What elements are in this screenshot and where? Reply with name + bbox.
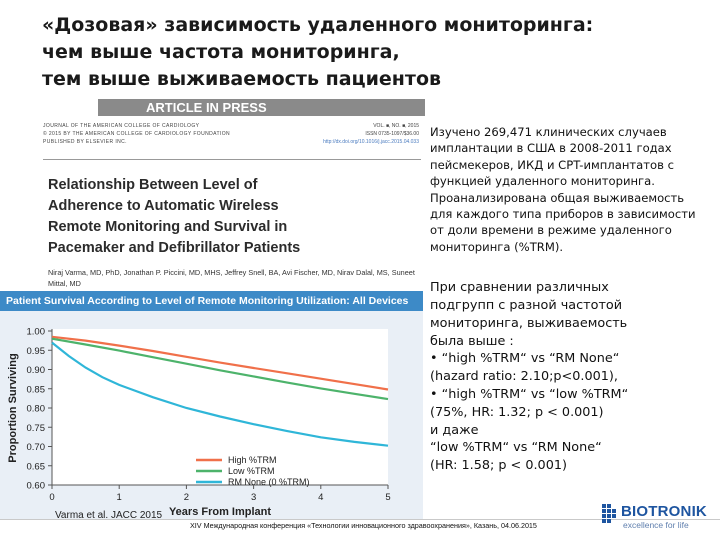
series-line: [51, 335, 389, 391]
results-line: (HR: 1.58; p < 0.001): [430, 458, 567, 474]
journal-doi-link: http://dx.doi.org/10.1016/j.jacc.2015.04…: [323, 139, 419, 145]
y-tick-label: 1.00: [27, 327, 46, 338]
y-tick-label: 0.80: [27, 404, 46, 415]
footer-conference: XIV Международная конференция «Технологи…: [190, 521, 537, 530]
x-tick-label: 1: [117, 492, 122, 503]
article-title-line: Relationship Between Level of: [48, 177, 258, 193]
results-line: • “high %TRM“ vs “RM None“: [430, 351, 620, 367]
article-title-line: Pacemaker and Defibrillator Patients: [48, 240, 301, 256]
citation: Varma et al. JACC 2015: [55, 510, 163, 521]
article-banner: ARTICLE IN PRESS: [98, 99, 425, 116]
logo-tagline: excellence for life: [623, 520, 689, 530]
results-line: • “high %TRM“ vs “low %TRM“: [430, 387, 629, 403]
article-clipping: ARTICLE IN PRESS JOURNAL OF THE AMERICAN…: [35, 99, 425, 293]
study-description: Изучено 269,471 клинических случаев импл…: [430, 125, 696, 254]
logo-name: BIOTRONIK: [621, 503, 707, 520]
chart-header: Patient Survival According to Level of R…: [0, 291, 423, 311]
biotronik-logo-mark-icon: [602, 504, 616, 523]
results-line: “low %TRM“ vs “RM None“: [430, 440, 602, 456]
x-tick-label: 4: [318, 492, 323, 503]
y-tick-label: 0.70: [27, 442, 46, 453]
plot-area: [52, 329, 388, 485]
article-divider: [43, 159, 421, 160]
article-title: Relationship Between Level of Adherence …: [48, 175, 428, 259]
biotronik-logo: BIOTRONIK excellence for life: [602, 502, 712, 536]
results-line: и даже: [430, 422, 479, 438]
journal-line: JOURNAL OF THE AMERICAN COLLEGE OF CARDI…: [43, 123, 200, 129]
journal-volume: VOL. ■, NO. ■, 2015: [373, 123, 419, 129]
slide-title: «Дозовая» зависимость удаленного монитор…: [42, 12, 702, 93]
x-axis-title: Years From Implant: [169, 506, 271, 518]
study-summary: Изучено 269,471 клинических случаев импл…: [430, 124, 700, 475]
x-tick-label: 0: [49, 492, 54, 503]
legend-label: RM None (0 %TRM): [228, 477, 310, 487]
y-tick-label: 0.75: [27, 423, 46, 434]
legend-label: Low %TRM: [228, 466, 275, 476]
y-tick-label: 0.65: [27, 461, 46, 472]
journal-info: JOURNAL OF THE AMERICAN COLLEGE OF CARDI…: [43, 122, 230, 146]
journal-issn: ISSN 0735-1097/$36.00: [365, 131, 419, 137]
y-tick-label: 0.60: [27, 481, 46, 492]
comparison-results: При сравнении различных подгрупп с разно…: [430, 279, 700, 475]
x-tick-label: 2: [184, 492, 189, 503]
survival-chart-panel: Patient Survival According to Level of R…: [0, 291, 423, 519]
results-line: При сравнении различных: [430, 280, 609, 296]
results-line: была выше :: [430, 333, 514, 349]
x-tick-label: 3: [251, 492, 256, 503]
x-tick-label: 5: [385, 492, 390, 503]
slide-title-line: «Дозовая» зависимость удаленного монитор…: [42, 14, 594, 36]
y-tick-label: 0.90: [27, 365, 46, 376]
slide-title-line: чем выше частота мониторинга,: [42, 41, 400, 63]
article-title-line: Adherence to Automatic Wireless: [48, 198, 279, 214]
journal-line: PUBLISHED BY ELSEVIER INC.: [43, 139, 127, 145]
series-line: [51, 337, 389, 401]
y-tick-label: 0.85: [27, 384, 46, 395]
survival-chart: 0.60 0.65 0.70 0.75 0.80 0.85 0.90 0.95 1.00 0 1 2 3…: [7, 327, 391, 519]
results-line: (75%, HR: 1.32; p < 0.001): [430, 404, 604, 420]
y-axis-title: Proportion Surviving: [7, 353, 19, 462]
y-tick-label: 0.95: [27, 346, 46, 357]
series-line: [51, 341, 389, 447]
results-line: (hazard ratio: 2.10;p<0.001),: [430, 369, 618, 385]
journal-line: © 2015 BY THE AMERICAN COLLEGE OF CARDIO…: [43, 131, 231, 137]
journal-issue-info: VOL. ■, NO. ■, 2015 ISSN 0735-1097/$36.0…: [323, 122, 419, 146]
slide-title-line: тем выше выживаемость пациентов: [42, 68, 442, 90]
footer-divider: [0, 519, 720, 520]
legend-label: High %TRM: [228, 455, 277, 465]
article-title-line: Remote Monitoring and Survival in: [48, 219, 288, 235]
results-line: мониторинга, выживаемость: [430, 315, 628, 331]
results-line: подгрупп с разной частотой: [430, 298, 623, 314]
article-authors: Niraj Varma, MD, PhD, Jonathan P. Piccin…: [48, 268, 415, 288]
